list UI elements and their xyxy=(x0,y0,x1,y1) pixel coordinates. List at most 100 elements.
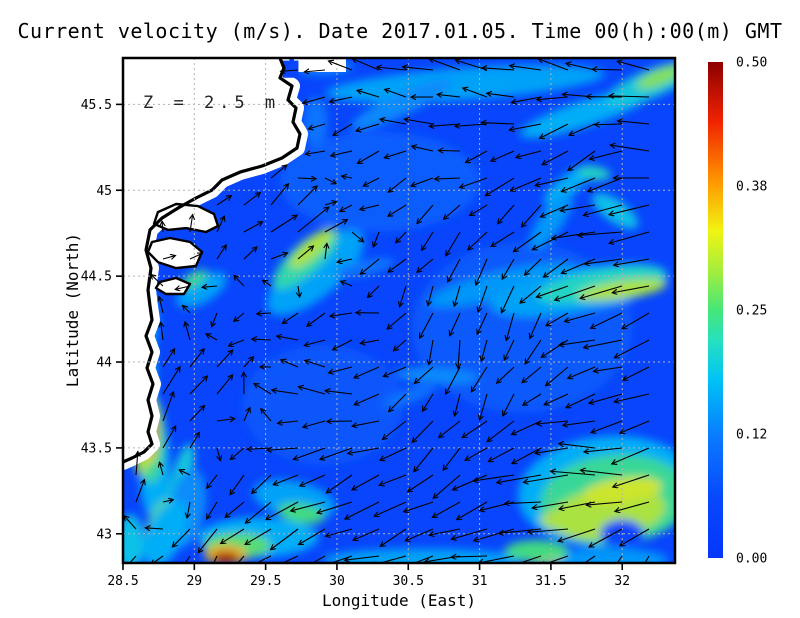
speed-patch xyxy=(592,192,639,229)
velocity-arrow xyxy=(613,474,650,487)
velocity-arrow xyxy=(568,150,596,170)
speed-patch xyxy=(381,385,435,408)
velocity-arrow xyxy=(516,150,542,157)
y-tick-label: 44.5 xyxy=(81,270,112,285)
velocity-arrow xyxy=(488,447,515,462)
velocity-arrow xyxy=(544,393,569,405)
velocity-arrow xyxy=(482,68,515,70)
velocity-arrow xyxy=(377,67,407,71)
velocity-arrow xyxy=(162,500,173,502)
velocity-arrow xyxy=(422,393,434,411)
x-axis-label: Longitude (East) xyxy=(322,591,476,610)
speed-patch xyxy=(336,257,395,278)
velocity-arrow xyxy=(476,258,488,285)
velocity-arrow xyxy=(124,516,137,530)
velocity-arrow xyxy=(470,204,488,216)
velocity-arrow xyxy=(374,501,407,516)
velocity-arrow xyxy=(532,231,569,250)
velocity-arrow xyxy=(412,420,434,442)
velocity-arrow xyxy=(439,420,461,438)
velocity-arrow xyxy=(404,501,434,512)
velocity-arrow xyxy=(504,339,515,360)
velocity-arrow xyxy=(307,312,326,326)
velocity-arrow xyxy=(532,501,569,508)
velocity-arrow xyxy=(330,313,353,316)
speed-patch xyxy=(351,79,452,130)
velocity-arrow xyxy=(342,176,353,178)
velocity-arrow xyxy=(216,245,226,260)
y-tick-label: 45.5 xyxy=(81,98,112,113)
velocity-arrow xyxy=(328,366,353,373)
velocity-arrow xyxy=(522,366,542,383)
velocity-arrow xyxy=(281,360,299,368)
velocity-arrow xyxy=(297,186,317,206)
velocity-arrow xyxy=(368,285,380,297)
velocity-arrow xyxy=(189,376,207,395)
velocity-arrow xyxy=(584,447,623,452)
velocity-arrow xyxy=(387,312,407,329)
velocity-arrow xyxy=(228,339,245,346)
velocity-arrow xyxy=(354,366,380,378)
velocity-arrow xyxy=(552,231,596,238)
velocity-arrow xyxy=(583,555,596,563)
velocity-arrow xyxy=(325,391,353,395)
velocity-arrow xyxy=(486,177,515,196)
velocity-arrow xyxy=(393,339,407,351)
velocity-arrow xyxy=(412,146,434,152)
velocity-arrow xyxy=(535,447,569,453)
velocity-arrow xyxy=(189,349,204,368)
velocity-arrow xyxy=(583,204,623,215)
velocity-arrow xyxy=(462,420,488,438)
velocity-arrow xyxy=(522,204,542,227)
velocity-arrow xyxy=(382,420,407,439)
velocity-arrow xyxy=(468,231,488,250)
gridlines-layer xyxy=(123,58,675,563)
velocity-arrow xyxy=(498,204,515,224)
velocity-arrow xyxy=(380,119,407,125)
velocity-arrow xyxy=(303,420,326,427)
velocity-arrow xyxy=(429,528,461,535)
velocity-arrow xyxy=(162,367,180,395)
velocity-arrow xyxy=(520,285,542,303)
velocity-arrow xyxy=(267,448,299,450)
velocity-arrow xyxy=(506,312,515,340)
velocity-arrow xyxy=(509,123,542,130)
velocity-arrow xyxy=(481,123,515,124)
velocity-arrow xyxy=(217,447,220,461)
velocity-arrow xyxy=(300,474,326,486)
velocity-arrow xyxy=(345,555,380,560)
velocity-arrow xyxy=(428,285,434,306)
x-tick-label: 29 xyxy=(186,574,202,589)
velocity-arrow xyxy=(245,501,272,523)
velocity-arrow xyxy=(578,231,623,235)
velocity-arrow xyxy=(420,312,434,338)
velocity-arrow xyxy=(354,393,380,405)
velocity-arrow xyxy=(360,258,380,274)
velocity-arrow xyxy=(443,447,461,470)
velocity-arrow xyxy=(281,555,299,563)
velocity-arrow xyxy=(561,177,596,192)
velocity-arrow xyxy=(523,474,569,482)
velocity-arrow xyxy=(481,339,488,361)
velocity-arrow xyxy=(373,231,380,247)
velocity-arrow xyxy=(162,349,175,368)
velocity-arrow xyxy=(429,339,434,365)
velocity-arrow xyxy=(623,366,650,380)
velocity-arrow xyxy=(135,480,144,503)
velocity-arrow xyxy=(380,447,407,460)
velocity-arrow xyxy=(263,280,272,287)
colorbar-tick-label: 0.25 xyxy=(736,304,767,319)
speed-patch xyxy=(636,64,675,90)
velocity-arrow xyxy=(502,258,515,279)
velocity-arrow xyxy=(609,231,650,243)
velocity-arrow xyxy=(585,258,623,264)
velocity-arrow xyxy=(408,474,434,492)
velocity-arrow xyxy=(513,231,542,252)
velocity-arrow xyxy=(555,285,596,300)
velocity-arrow xyxy=(230,447,245,460)
speed-patch xyxy=(279,131,480,232)
lagoon-lake-outline xyxy=(154,276,192,296)
velocity-arrow xyxy=(458,339,460,368)
velocity-arrow xyxy=(297,178,316,179)
colorbar-labels: 0.50 0.38 0.25 0.12 0.00 xyxy=(736,56,767,567)
